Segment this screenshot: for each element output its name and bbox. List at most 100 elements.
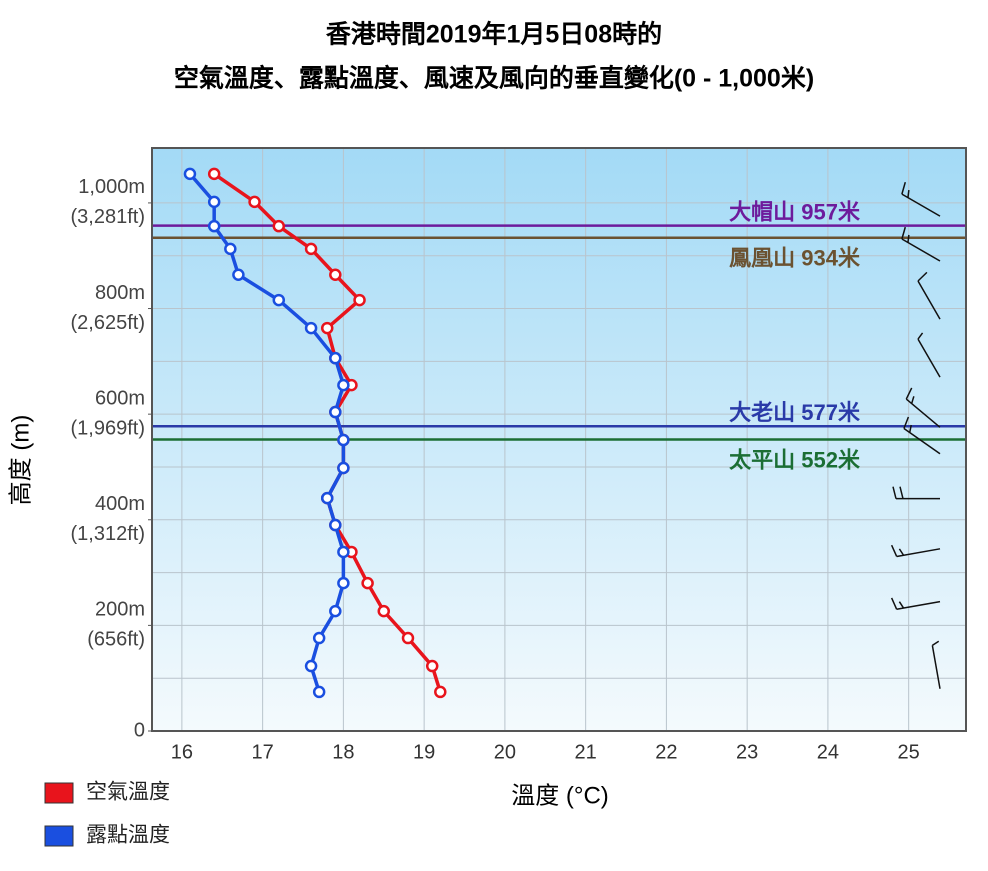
data-point bbox=[377, 604, 391, 618]
barb-staff bbox=[896, 548, 941, 558]
barb-feather bbox=[890, 597, 898, 610]
barb-staff bbox=[905, 398, 941, 428]
data-point bbox=[337, 433, 350, 447]
y-tick-label: 400m bbox=[95, 493, 145, 515]
y-tick-label: (3,281ft) bbox=[71, 206, 145, 228]
legend-swatch bbox=[44, 825, 74, 847]
wind-barb bbox=[917, 271, 941, 320]
legend-swatch bbox=[44, 782, 74, 804]
y-axis-title: 高度 (m) bbox=[7, 415, 34, 506]
data-point bbox=[304, 242, 318, 256]
wind-barb bbox=[890, 597, 941, 610]
data-point bbox=[337, 461, 350, 475]
data-point bbox=[401, 631, 415, 645]
data-point bbox=[304, 321, 318, 335]
data-point bbox=[248, 195, 261, 209]
data-point bbox=[272, 219, 286, 233]
mountain-label: 鳳凰山 934米 bbox=[729, 246, 861, 271]
y-tick-label: (656ft) bbox=[87, 629, 145, 651]
wind-barb bbox=[892, 486, 940, 500]
barb-feather bbox=[931, 640, 940, 647]
y-tick-label: 1,000m bbox=[78, 176, 145, 198]
data-point bbox=[312, 631, 326, 645]
y-tick-label: 600m bbox=[95, 387, 145, 409]
y-tick-label: (2,625ft) bbox=[71, 312, 145, 334]
barb-feather bbox=[917, 271, 928, 282]
barb-feather bbox=[898, 548, 905, 556]
mountain-label: 大帽山 957米 bbox=[729, 199, 861, 224]
data-point bbox=[272, 293, 286, 307]
wind-barb bbox=[901, 182, 941, 217]
barb-feather bbox=[901, 182, 907, 195]
front: 16 17 18 19 20 21 22 23 24 25 0 200m (656ft) 400m (1,3… bbox=[44, 176, 920, 847]
x-tick-label: 19 bbox=[413, 741, 435, 763]
y-tick-label: (1,312ft) bbox=[71, 523, 145, 545]
wind-barb bbox=[917, 332, 941, 378]
wind-barb bbox=[931, 640, 941, 689]
barb-feather bbox=[890, 544, 898, 557]
x-axis-title: 溫度 (°C) bbox=[511, 782, 609, 809]
barb-staff bbox=[896, 600, 941, 610]
barb-feather bbox=[892, 486, 897, 499]
data-point bbox=[312, 685, 326, 699]
legend-label: 露點溫度 bbox=[86, 824, 170, 847]
barb-staff bbox=[931, 645, 941, 689]
barb-feather bbox=[899, 486, 904, 499]
x-tick-label: 23 bbox=[736, 741, 758, 763]
barb-staff bbox=[903, 427, 941, 455]
y-tick-label: 200m bbox=[95, 599, 145, 621]
data-point bbox=[329, 604, 342, 618]
barb-feather bbox=[910, 396, 915, 404]
x-tick-label: 16 bbox=[171, 741, 193, 763]
data-point bbox=[207, 167, 221, 181]
barb-feather bbox=[905, 387, 913, 400]
chart-title: 香港時間2019年1月5日08時的 bbox=[326, 20, 662, 49]
wind-barb bbox=[901, 226, 941, 262]
x-tick-label: 21 bbox=[575, 741, 597, 763]
data-point bbox=[337, 576, 350, 590]
y-tick-label: (1,969ft) bbox=[71, 417, 145, 439]
wind-barb bbox=[890, 544, 941, 558]
barb-feather bbox=[903, 416, 910, 429]
data-point bbox=[329, 405, 342, 419]
data-point bbox=[353, 293, 366, 307]
x-tick-label: 17 bbox=[252, 741, 274, 763]
legend-label: 空氣溫度 bbox=[86, 781, 170, 804]
data-point bbox=[337, 545, 350, 559]
data-point bbox=[329, 518, 342, 532]
marks bbox=[152, 167, 966, 699]
barb-staff bbox=[901, 193, 941, 217]
data-point bbox=[361, 576, 374, 590]
chart-title: 空氣溫度、露點溫度、風速及風向的垂直變化(0 - 1,000米) bbox=[174, 64, 814, 93]
barb-feather bbox=[901, 226, 907, 240]
barb-feather bbox=[908, 424, 912, 433]
data-point bbox=[320, 321, 334, 335]
data-point bbox=[337, 378, 350, 392]
barb-feather bbox=[907, 189, 910, 198]
barb-feather bbox=[907, 234, 910, 243]
barb-staff bbox=[917, 338, 941, 378]
plot-border bbox=[151, 147, 967, 732]
x-tick-label: 20 bbox=[494, 741, 516, 763]
barb-staff bbox=[917, 280, 941, 320]
data-point bbox=[425, 659, 439, 673]
data-point bbox=[329, 268, 342, 281]
data-point bbox=[320, 491, 334, 505]
x-tick-label: 24 bbox=[817, 741, 839, 763]
data-point bbox=[434, 685, 447, 699]
wind-barb bbox=[905, 387, 941, 428]
data-point bbox=[304, 659, 318, 673]
data-point bbox=[224, 242, 237, 256]
data-point bbox=[207, 195, 221, 209]
x-tick-label: 18 bbox=[332, 741, 354, 763]
wind-barb bbox=[903, 416, 941, 455]
barb-feather bbox=[917, 332, 924, 340]
y-tick-label: 800m bbox=[95, 282, 145, 304]
y-tick-label: 0 bbox=[134, 719, 145, 741]
x-tick-label: 25 bbox=[898, 741, 920, 763]
data-point bbox=[232, 268, 245, 281]
data-point bbox=[183, 167, 197, 181]
data-point bbox=[207, 219, 221, 233]
barb-feather bbox=[898, 601, 905, 609]
